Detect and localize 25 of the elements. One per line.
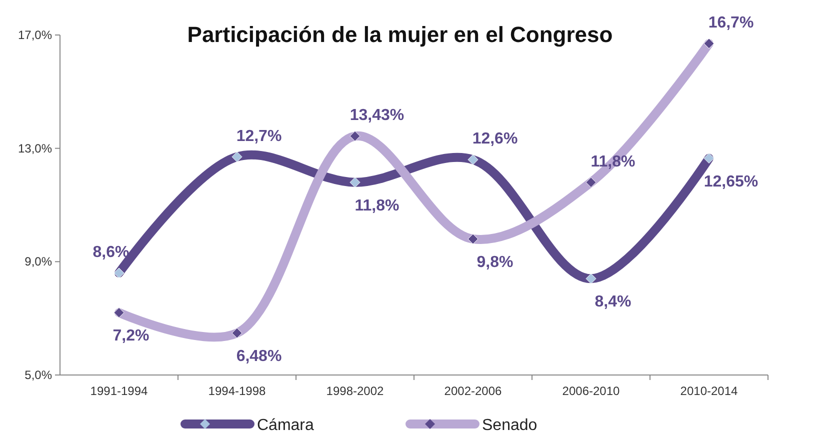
chart-title: Participación de la mujer en el Congreso	[187, 22, 613, 47]
y-tick-label: 9,0%	[24, 254, 52, 269]
x-tick-label: 2002-2006	[444, 384, 502, 398]
x-tick-label: 2006-2010	[562, 384, 620, 398]
y-tick-label: 17,0%	[18, 28, 52, 42]
data-label: 6,48%	[236, 348, 282, 366]
data-label: 13,43%	[350, 107, 404, 124]
data-label: 9,8%	[476, 254, 514, 271]
x-tick-label: 1994-1998	[208, 384, 266, 398]
data-label: 16,7%	[708, 14, 754, 32]
x-tick-label: 1991-1994	[90, 384, 148, 398]
data-label: 12,6%	[472, 130, 518, 148]
data-label: 8,6%	[92, 244, 130, 261]
legend-label: Senado	[482, 417, 538, 434]
data-label: 12,7%	[236, 128, 282, 145]
data-label: 11,8%	[354, 197, 400, 214]
y-tick-label: 13,0%	[18, 141, 52, 156]
x-tick-label: 2010-2014	[680, 384, 738, 398]
y-tick-label: 5,0%	[24, 368, 52, 382]
x-tick-label: 1998-2002	[326, 384, 384, 398]
data-label: 12,65%	[704, 173, 758, 190]
legend-label: Cámara	[257, 417, 314, 434]
data-label: 11,8%	[590, 153, 636, 170]
data-label: 7,2%	[112, 328, 150, 345]
data-label: 8,4%	[594, 294, 632, 311]
